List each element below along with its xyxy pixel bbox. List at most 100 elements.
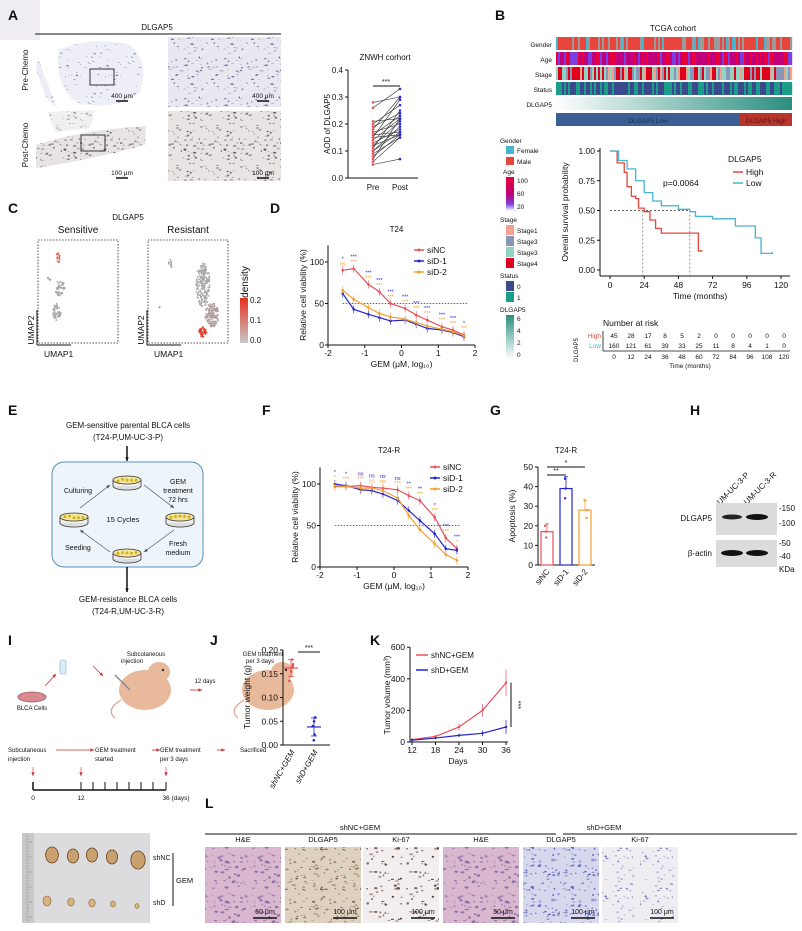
significance-label: *** (382, 79, 390, 86)
x-tick-label: 12 (407, 745, 417, 755)
umap-cell (202, 331, 204, 333)
umap-cell (195, 280, 198, 282)
tumor-shd (88, 898, 96, 908)
scale-bar-label: 100 μm (650, 909, 674, 916)
umap-cell (56, 293, 59, 295)
umap-cell (196, 276, 199, 279)
age-cell (740, 52, 743, 65)
age-cell (670, 52, 673, 65)
y-tick-label: 400 (391, 674, 405, 684)
umap-cell (55, 316, 57, 319)
data-point-pre (371, 157, 375, 161)
step-arrow-head (99, 672, 103, 676)
umap-cell (167, 262, 170, 265)
status-cell (768, 82, 771, 95)
status-cell (632, 82, 635, 95)
age-cell (618, 52, 621, 65)
x-tick-label: siD-2 (571, 567, 590, 588)
gender-cell (756, 37, 759, 50)
age-cell (694, 52, 697, 65)
ihc-image-dlgap5 (285, 847, 361, 923)
legend-item: Male (517, 159, 531, 166)
data-point (504, 681, 508, 684)
significance-label: * (434, 503, 437, 509)
stage-cell (580, 67, 583, 80)
gender-cell (700, 37, 703, 50)
umap-cell (203, 277, 206, 280)
age-cell (594, 52, 597, 65)
gender-cell (644, 37, 647, 50)
gender-cell (726, 37, 729, 50)
umap-cell (202, 332, 205, 335)
gender-cell (598, 37, 601, 50)
age-cell (716, 52, 719, 65)
stage-cell (690, 67, 693, 80)
step-gem: GEM (170, 479, 186, 486)
age-cell (746, 52, 749, 65)
gender-cell (744, 37, 747, 50)
age-cell (736, 52, 739, 65)
stage-cell (634, 67, 637, 80)
age-cell (664, 52, 667, 65)
gender-cell (630, 37, 633, 50)
scale-bar-label: 400 μm (252, 93, 274, 100)
legend-title: DLGAP5 (500, 307, 526, 314)
age-cell (714, 52, 717, 65)
gender-cell (784, 37, 787, 50)
tissue-section (48, 110, 95, 132)
group-low-bar (556, 113, 740, 126)
status-cell (648, 82, 651, 95)
significance-label: *** (443, 524, 450, 530)
risk-value: 8 (663, 333, 667, 340)
age-cell (638, 52, 641, 65)
umap-cell (202, 328, 205, 331)
significance-label: *** (365, 270, 372, 276)
legend-title: Gender (500, 138, 523, 145)
status-cell (616, 82, 619, 95)
umap-cell (213, 304, 216, 307)
gender-cell (666, 37, 669, 50)
umap-cell (53, 317, 56, 320)
status-cell (562, 82, 565, 95)
legend-swatch (506, 146, 514, 154)
umap-cell (205, 269, 208, 271)
gender-cell (618, 37, 621, 50)
umap-cell (208, 318, 211, 321)
significance-label: *** (357, 477, 364, 483)
stage-cell (556, 67, 559, 80)
data-point (312, 738, 316, 742)
umap-cell (214, 324, 216, 327)
legend-item: siD-1 (427, 256, 447, 266)
umap-cell (205, 282, 208, 285)
stage-cell (740, 67, 743, 80)
microscopy-image (168, 111, 281, 181)
stage-cell (582, 67, 585, 80)
legend-marker (417, 270, 421, 274)
age-cell (580, 52, 583, 65)
data-point-post (398, 120, 402, 123)
stage-cell (590, 67, 593, 80)
umap-cell (56, 260, 59, 263)
significance-label: *** (424, 311, 431, 317)
y-axis-label: Tumor volume (mm³) (382, 655, 392, 734)
pair-line (372, 134, 401, 146)
group-low-label: DLGAP5 Low (628, 118, 668, 125)
age-cell (756, 52, 759, 65)
umap-cell (53, 304, 56, 307)
fit-curve-siD-1 (334, 483, 457, 551)
cell (72, 516, 76, 520)
cell (130, 551, 133, 555)
stage-cell (788, 67, 791, 80)
status-cell (576, 82, 579, 95)
age-colorbar (506, 177, 514, 211)
age-cell (658, 52, 661, 65)
age-cell (738, 52, 741, 65)
age-cell (626, 52, 629, 65)
stage-cell (708, 67, 711, 80)
umap-cell (59, 286, 62, 289)
panel-label: E (8, 402, 17, 418)
group-label: shNC+GEM (340, 823, 380, 832)
umap-cell (56, 286, 59, 289)
umap-cell (200, 284, 203, 287)
age-cell (692, 52, 695, 65)
